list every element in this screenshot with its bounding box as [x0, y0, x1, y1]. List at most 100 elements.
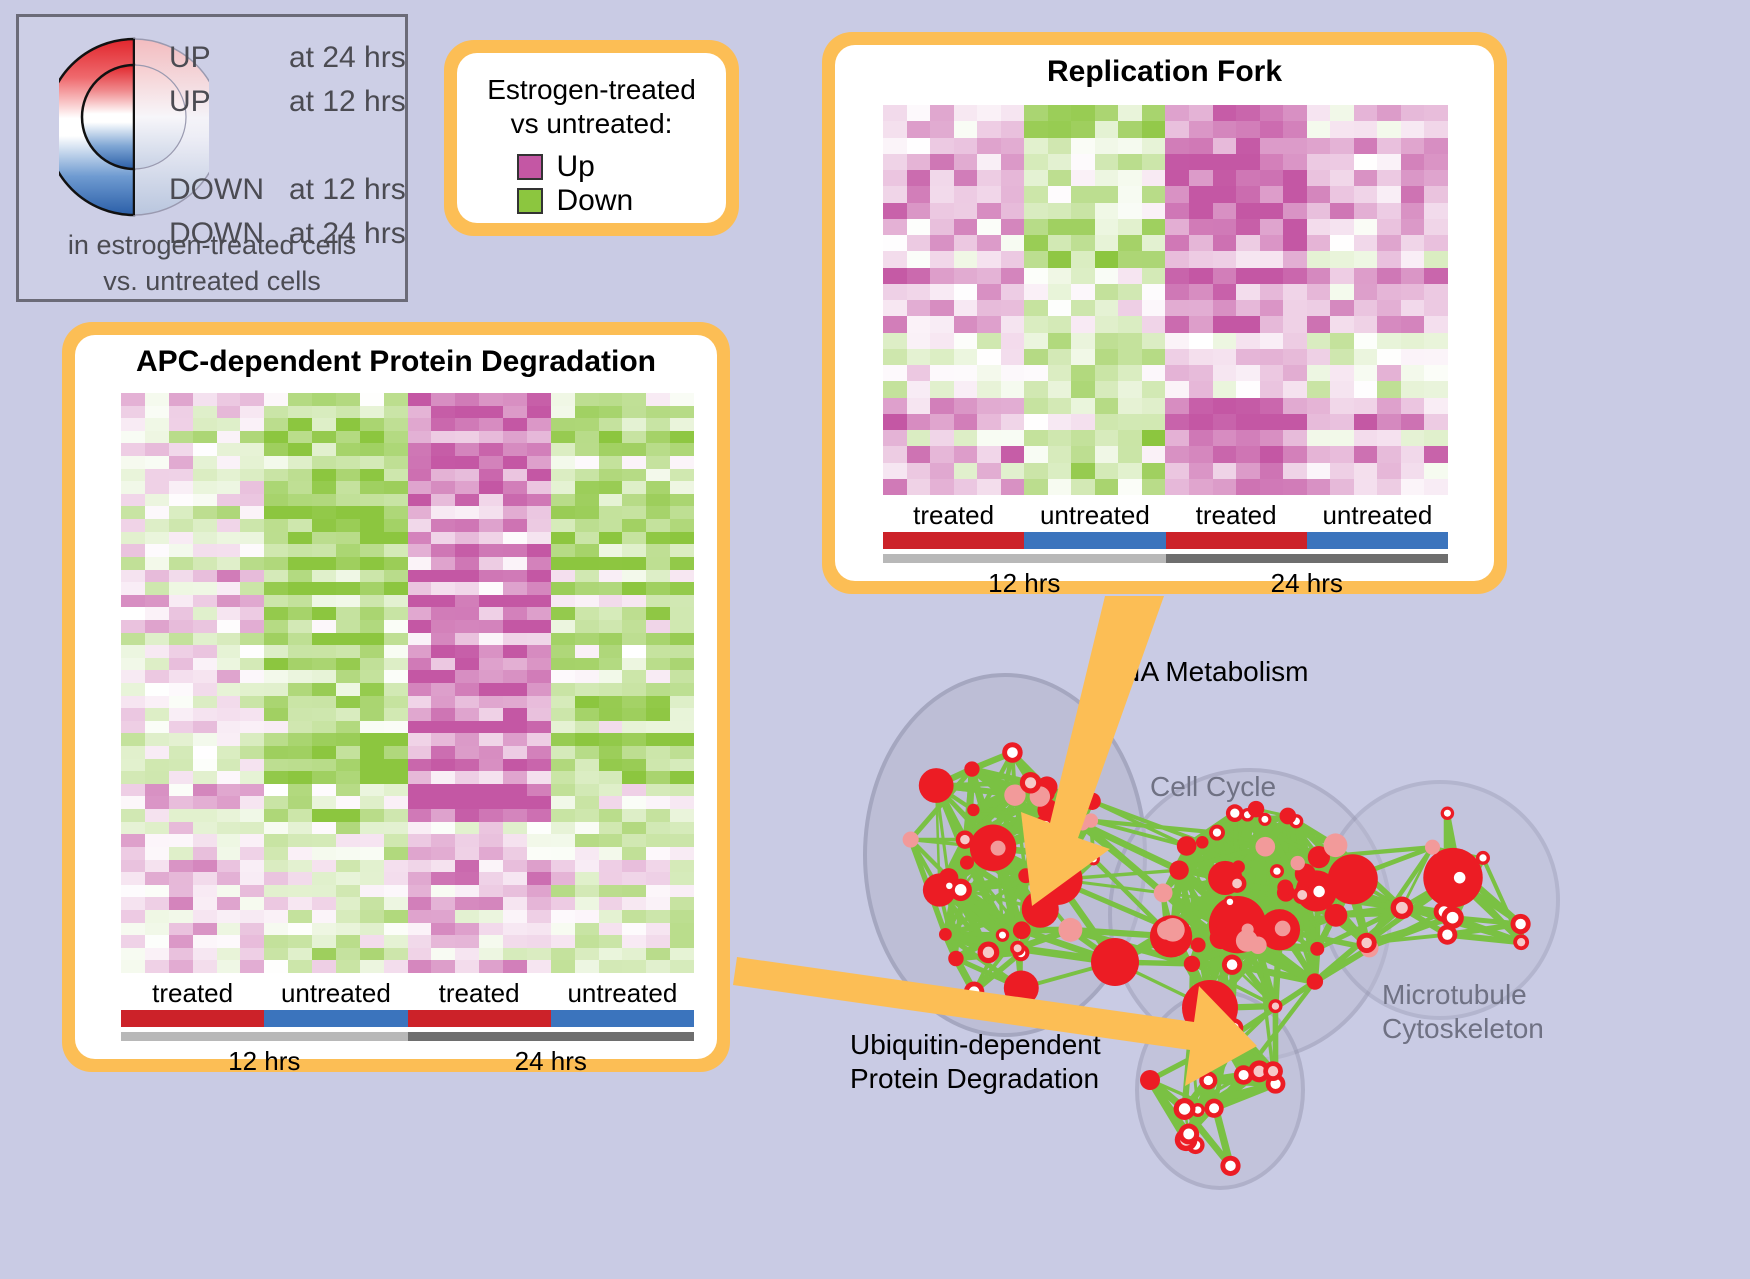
heatmap-cell: [216, 859, 241, 873]
heatmap-cell: [168, 884, 193, 898]
heatmap-cell: [977, 413, 1001, 430]
condition-label: treated: [438, 978, 520, 1008]
heatmap-cell: [550, 531, 575, 545]
heatmap-cell: [1118, 283, 1142, 300]
heatmap-cell: [383, 569, 408, 583]
heatmap-cell: [598, 556, 623, 570]
heatmap-cell: [574, 531, 599, 545]
heatmap-cell: [503, 935, 527, 948]
heatmap-cell: [335, 922, 360, 936]
heatmap-cell: [359, 594, 384, 608]
heatmap-cell: [526, 960, 551, 973]
network-node: [1225, 804, 1244, 823]
heatmap-cell: [1400, 186, 1425, 203]
heatmap-cell: [216, 935, 241, 948]
heatmap-cell: [264, 783, 289, 797]
heatmap-cell: [1377, 397, 1401, 414]
heatmap-cell: [312, 632, 336, 646]
heatmap-cell: [168, 897, 193, 910]
heatmap-cell: [598, 884, 623, 898]
heatmap-cell: [930, 365, 954, 382]
heatmap-cell: [407, 783, 432, 797]
heatmap-cell: [359, 884, 384, 898]
heatmap-cell: [598, 708, 623, 721]
heatmap-cell: [906, 413, 931, 430]
heatmap-cell: [1165, 186, 1190, 203]
heatmap-cell: [1141, 267, 1166, 284]
heatmap-cell: [1259, 381, 1284, 398]
heatmap-cell: [622, 531, 647, 545]
heatmap-cell: [598, 519, 623, 532]
heatmap-cell: [550, 947, 575, 961]
heatmap-cell: [598, 859, 623, 873]
heatmap-cell: [1047, 121, 1072, 138]
heatmap-cell: [1024, 283, 1048, 300]
heatmap-cell: [646, 506, 671, 520]
heatmap-cell: [240, 720, 265, 734]
heatmap-cell: [1306, 446, 1331, 463]
heatmap-cell: [359, 582, 384, 595]
heatmap-cell: [622, 670, 647, 683]
heatmap-cell: [359, 872, 384, 885]
heatmap-cell: [977, 348, 1001, 365]
heatmap-cell: [407, 556, 432, 570]
network-node: [1290, 855, 1305, 871]
network-node: [1018, 868, 1034, 884]
network-node: [964, 761, 980, 777]
heatmap-cell: [1094, 381, 1119, 398]
heatmap-cell: [953, 332, 978, 349]
heatmap-cell: [930, 105, 954, 122]
heatmap-cell: [479, 582, 503, 595]
heatmap-cell: [1330, 186, 1354, 203]
heatmap-cell: [953, 462, 978, 479]
heatmap-cell: [1330, 105, 1354, 122]
heatmap-cell: [1118, 316, 1142, 333]
heatmap-cell: [1283, 316, 1307, 333]
heatmap-cell: [192, 720, 217, 734]
heatmap-cell: [121, 834, 145, 847]
heatmap-cell: [1212, 462, 1237, 479]
network-edge: [964, 861, 1021, 950]
heatmap-cell: [455, 670, 480, 683]
heatmap-cell: [407, 758, 432, 772]
heatmap-cell: [312, 909, 336, 923]
heatmap-cell: [335, 430, 360, 444]
heatmap-cell: [1071, 381, 1095, 398]
heatmap-cell: [192, 607, 217, 620]
heatmap-cell: [359, 935, 384, 948]
heatmap-cell: [288, 544, 312, 557]
heatmap-cell: [312, 783, 336, 797]
heatmap-cell: [1212, 121, 1237, 138]
heatmap-cell: [168, 569, 193, 583]
heatmap-cell: [216, 821, 241, 835]
heatmap-cell: [574, 960, 599, 973]
heatmap-cell: [550, 758, 575, 772]
heatmap-cell: [598, 405, 623, 419]
heatmap-cell: [264, 556, 289, 570]
heatmap-cell: [407, 872, 432, 885]
heatmap-cell: [168, 733, 193, 747]
heatmap-cell: [479, 430, 503, 444]
heatmap-cell: [455, 872, 480, 885]
heatmap-cell: [431, 960, 456, 973]
heatmap-cell: [359, 519, 384, 532]
heatmap-cell: [622, 783, 647, 797]
heatmap-cell: [121, 531, 145, 545]
heatmap-cell: [168, 670, 193, 683]
network-node: [1310, 941, 1325, 956]
heatmap-cell: [288, 783, 312, 797]
heatmap-cell: [1424, 446, 1448, 463]
heatmap-cell: [479, 544, 503, 557]
heatmap-cell: [1330, 235, 1354, 252]
heatmap-cell: [550, 582, 575, 595]
heatmap-cell: [264, 947, 289, 961]
heatmap-cell: [288, 695, 312, 709]
heatmap-cell: [1330, 218, 1354, 235]
heatmap-cell: [1353, 430, 1378, 447]
heatmap-cell: [598, 783, 623, 797]
heatmap-cell: [121, 569, 145, 583]
heatmap-cell: [121, 935, 145, 948]
heatmap-cell: [1330, 121, 1354, 138]
heatmap-cell: [407, 405, 432, 419]
heatmap-cell: [574, 430, 599, 444]
